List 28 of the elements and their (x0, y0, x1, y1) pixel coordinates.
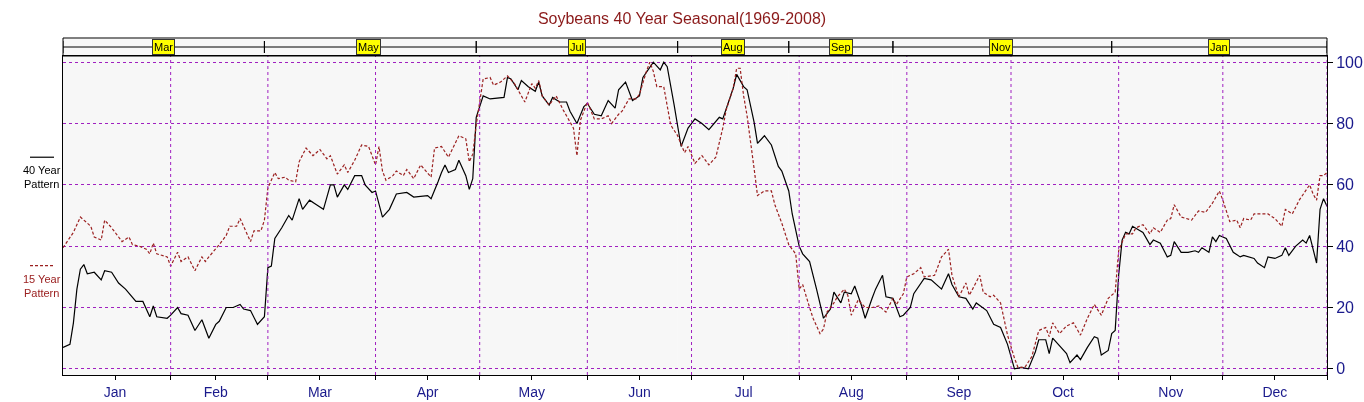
legend-label: 40 Year Pattern (23, 164, 61, 191)
band-label: Aug (723, 41, 743, 53)
x-tick-label: Jun (628, 383, 651, 400)
band-label: Jan (1210, 41, 1228, 53)
x-tick-label: Apr (416, 383, 439, 400)
x-tick-label: May (518, 383, 546, 400)
band-label: Jul (570, 41, 585, 53)
x-tick-label: Aug (838, 383, 864, 400)
x-tick-label: Jul (734, 383, 753, 400)
y-tick-label: 0 (1336, 360, 1346, 378)
band-label: May (358, 41, 380, 53)
x-tick-label: Dec (1262, 383, 1288, 400)
band-label: Nov (991, 41, 1012, 53)
y-tick-label: 40 (1336, 237, 1355, 255)
x-tick-label: Jan (103, 383, 127, 400)
chart-title: Soybeans 40 Year Seasonal(1969-2008) (537, 9, 827, 27)
y-tick-label: 20 (1336, 299, 1355, 317)
x-tick-label: Feb (203, 383, 229, 400)
y-tick-label: 80 (1336, 115, 1355, 133)
y-tick-label: 100 (1336, 53, 1363, 71)
legend-label: 15 Year Pattern (23, 273, 61, 300)
band-label: Sep (831, 41, 851, 53)
x-tick-label: Oct (1052, 383, 1075, 400)
x-tick-label: Mar (307, 383, 333, 400)
x-tick-label: Nov (1158, 383, 1184, 400)
band-label: Mar (154, 41, 174, 53)
x-tick-label: Sep (946, 383, 972, 400)
y-tick-label: 60 (1336, 176, 1355, 194)
